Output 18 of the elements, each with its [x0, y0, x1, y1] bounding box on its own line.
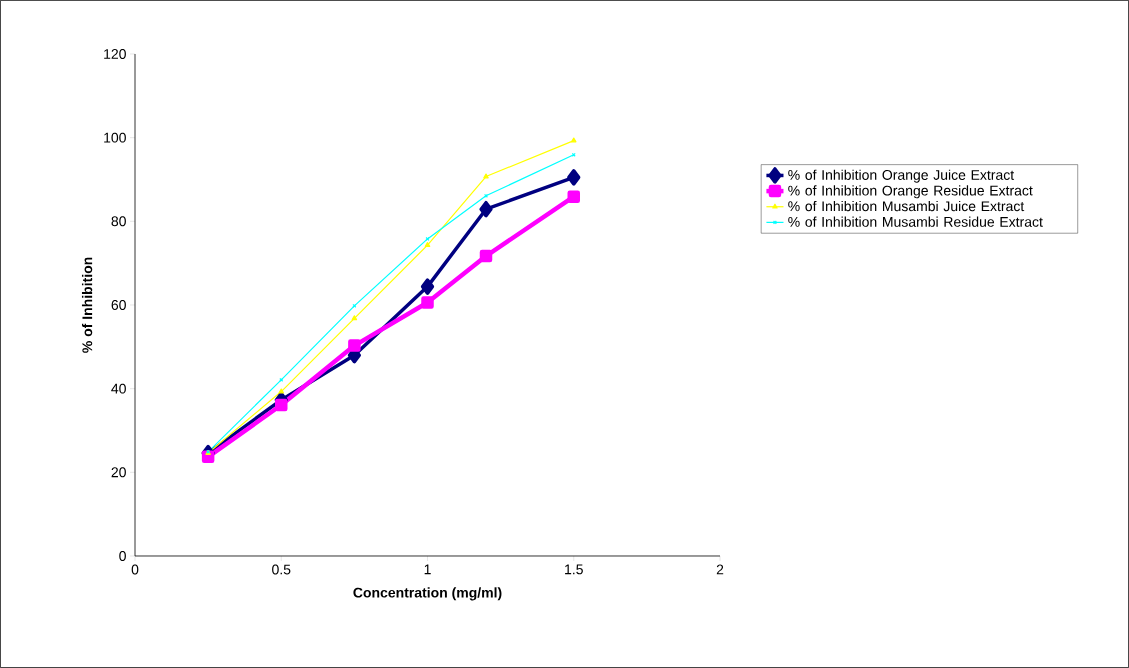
legend-label: % of Inhibition Orange Juice Extract — [788, 169, 1015, 183]
y-tick-label: 20 — [111, 467, 126, 478]
legend-label: % of Inhibition Orange Residue Extract — [788, 185, 1033, 199]
x-tick-label: 1 — [424, 564, 431, 575]
y-axis-title: % of Inhibition — [81, 257, 93, 353]
y-tick-label: 120 — [104, 49, 126, 59]
y-tick-label: 60 — [111, 300, 126, 310]
legend-label: % of Inhibition Musambi Residue Extract — [788, 216, 1043, 227]
legend-label: % of Inhibition Musambi Juice Extract — [788, 200, 1025, 212]
x-tick-label: 1.5 — [565, 564, 583, 575]
x-tick-label: 2 — [716, 564, 724, 575]
x-tick-label: 0.5 — [272, 564, 291, 575]
y-tick-label: 80 — [111, 216, 126, 227]
y-tick-label: 100 — [104, 132, 126, 143]
y-tick-label: 40 — [111, 383, 126, 394]
x-tick-label: 0 — [131, 564, 139, 575]
x-axis-title: Concentration (mg/ml) — [353, 587, 502, 601]
y-tick-label: 0 — [119, 551, 126, 561]
